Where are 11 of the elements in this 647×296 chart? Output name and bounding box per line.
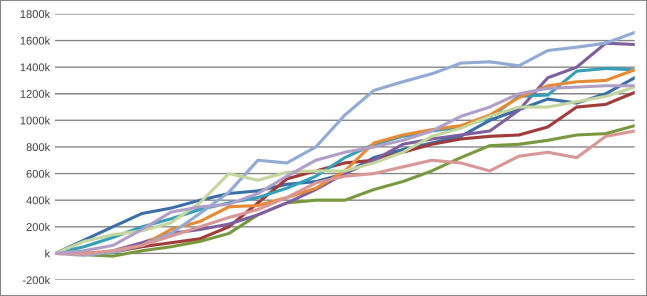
y-tick-label: 200k bbox=[26, 222, 50, 231]
y-tick-label: -200k bbox=[22, 276, 50, 284]
y-tick-label: 1400k bbox=[20, 63, 50, 72]
y-tick-label: 1000k bbox=[20, 116, 50, 124]
y-tick-label: 600k bbox=[26, 170, 50, 178]
y-tick-label: 800k bbox=[26, 142, 50, 152]
y-tick-label: 400k bbox=[26, 196, 50, 204]
y-tick-label: 1600k bbox=[20, 36, 50, 45]
y-tick-label: k bbox=[45, 249, 50, 258]
y-tick-label: 1200k bbox=[20, 90, 50, 98]
y-tick-label: 1800k bbox=[20, 10, 50, 18]
